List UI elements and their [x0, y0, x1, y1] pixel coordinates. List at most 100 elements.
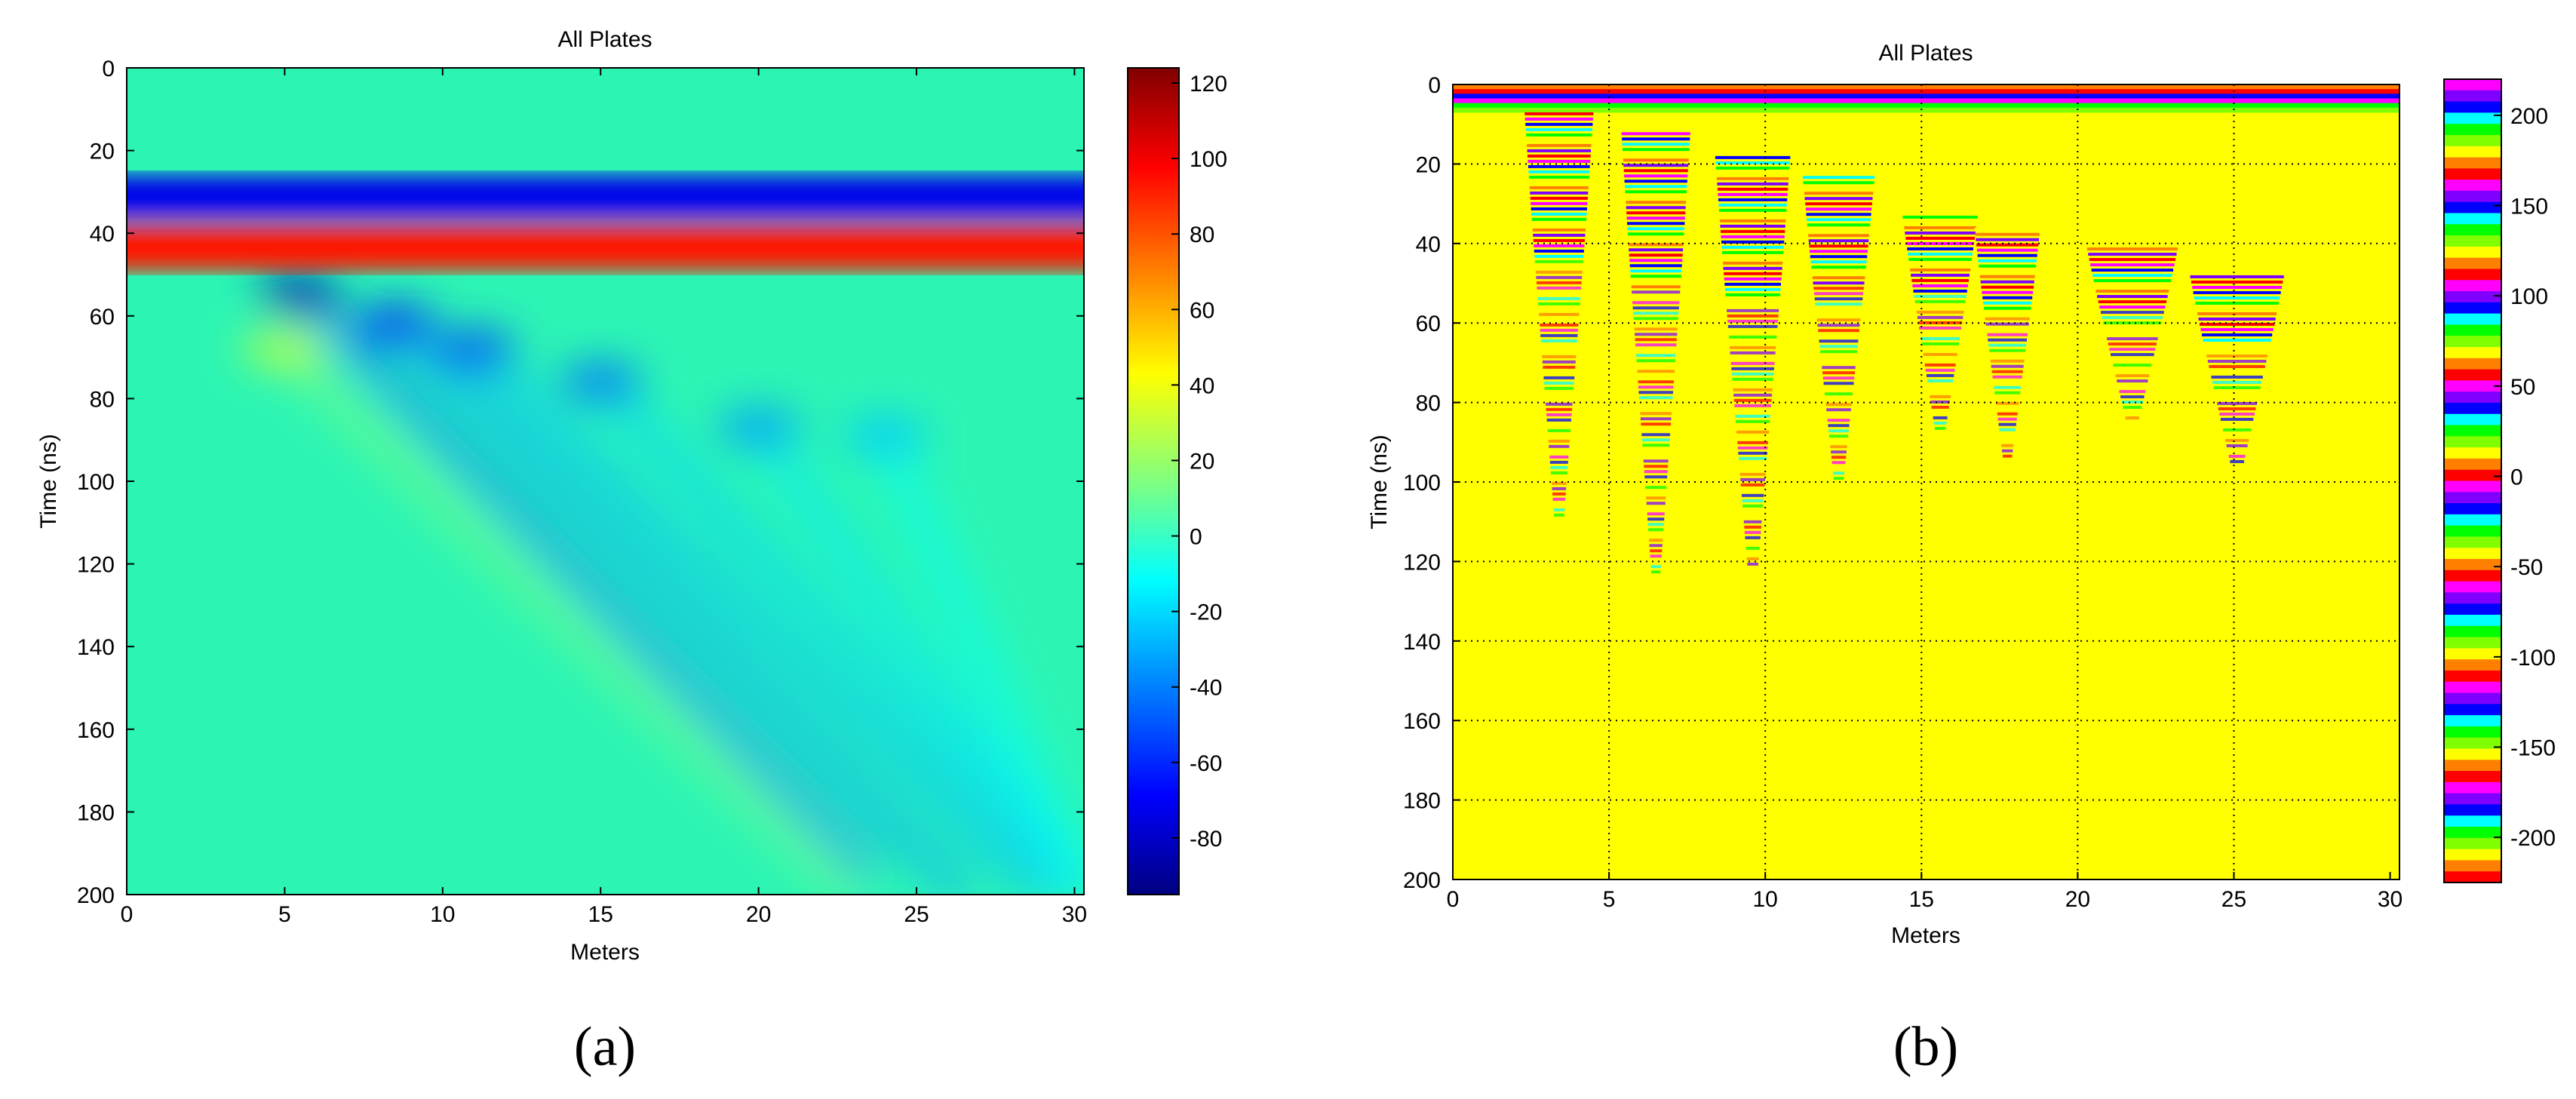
chart-b-ytick-label: 40 — [1416, 232, 1441, 257]
chart-b-diffraction-stripe — [1816, 313, 1862, 317]
chart-a-hyperbola-apex-4 — [717, 410, 800, 444]
chart-b-diffraction-stripe — [2123, 406, 2142, 410]
chart-b-diffraction-stripe — [2001, 444, 2014, 447]
chart-b-colorbar-stripe — [2444, 871, 2501, 883]
chart-b-diffraction-stripe — [2108, 342, 2157, 346]
chart-b-diffraction-stripe — [1903, 220, 1977, 224]
chart-b-diffraction-stripe — [1524, 117, 1593, 121]
chart-b-colorbar-stripe — [2444, 436, 2501, 448]
chart-b-diffraction-stripe — [2091, 269, 2174, 272]
chart-b-diffraction-stripe — [2222, 428, 2252, 431]
chart-b-diffraction-stripe — [1546, 407, 1573, 411]
chart-b-top-band-stripe — [1453, 94, 2399, 99]
chart-b-diffraction-stripe — [1933, 421, 1947, 425]
chart-b-diffraction-stripe — [1536, 275, 1583, 279]
chart-b-colorbar-stripe — [2444, 569, 2501, 582]
chart-b-diffraction-stripe — [1552, 497, 1566, 501]
chart-a-ytick-label: 140 — [77, 635, 115, 660]
chart-b-diffraction-stripe — [1918, 321, 1963, 324]
chart-b-colorbar-stripe — [2444, 157, 2501, 169]
chart-b-grid — [1453, 84, 2399, 880]
chart-b-diffraction-stripe — [1547, 428, 1570, 432]
chart-a-ytick-label: 60 — [90, 305, 115, 330]
chart-b-diffraction-stripe — [2207, 359, 2267, 363]
chart-a-hyperbola-apex-3 — [559, 365, 643, 399]
chart-b-diffraction-stripe — [1625, 190, 1687, 194]
chart-b-colorbar-stripe — [2444, 615, 2501, 627]
chart-b-diffraction-stripe — [1649, 539, 1663, 542]
chart-a-hyperbola-apex-1 — [353, 307, 437, 341]
chart-b-diffraction-stripe — [1803, 181, 1874, 185]
chart-b-diffraction-stripe — [1525, 122, 1593, 126]
chart-b-colorbar-stripe — [2444, 781, 2501, 794]
chart-b-diffraction-stripe — [1631, 280, 1681, 284]
chart-b-colorbar-stripe — [2444, 336, 2501, 348]
chart-b-diffraction-stripe — [1529, 186, 1589, 189]
chart-b-diffraction-stripe — [2002, 454, 2013, 458]
chart-b-diffraction-stripe — [1735, 414, 1770, 418]
chart-b-diffraction-stripe — [2086, 247, 2178, 251]
chart-b-xtick-label: 20 — [2065, 887, 2090, 912]
chart-b-diffraction-stripe — [2093, 279, 2172, 283]
chart-b-diffraction-stripe — [1537, 296, 1581, 300]
chart-b-diffraction-stripe — [1649, 544, 1663, 548]
chart-b-diffraction-stripe — [1818, 329, 1859, 333]
chart-b-colorbar-stripe — [2444, 737, 2501, 749]
chart-b-diffraction-stripe — [1642, 444, 1670, 447]
chart-b-colorbar-label: -200 — [2510, 826, 2556, 851]
chart-b-diffraction-stripe — [1934, 426, 1946, 430]
chart-b-diffraction-stripe — [2102, 316, 2163, 320]
chart-b-diffraction-stripe — [1639, 407, 1672, 410]
chart-b-xtick-label: 0 — [1447, 887, 1460, 912]
chart-b-diffraction-stripe — [1641, 438, 1670, 442]
chart-b-diffraction-stripe — [2230, 459, 2244, 463]
chart-b-colorbar-label: -50 — [2510, 555, 2543, 580]
chart-b-diffraction-stripe — [1998, 422, 2016, 426]
chart-b-diffraction-stripe — [1820, 355, 1857, 359]
chart-b-diffraction-stripe — [2218, 407, 2256, 410]
chart-b-diffraction-stripe — [1995, 401, 2019, 405]
chart-b-diffraction-stripe — [1718, 208, 1787, 212]
chart-b-diffraction-stripe — [1828, 429, 1849, 433]
chart-b-ytick-label: 200 — [1403, 868, 1441, 893]
chart-b-diffraction-stripe — [1808, 239, 1869, 243]
chart-b-diffraction-stripe — [1623, 164, 1689, 167]
chart-b-colorbar-stripe — [2444, 648, 2501, 660]
chart-b-colorbar-stripe — [2444, 280, 2501, 292]
chart-b-diffraction-stripe — [1983, 306, 2031, 310]
chart-b-diffraction-stripe — [2113, 364, 2152, 367]
chart-b-diffraction-stripe — [1916, 310, 1964, 314]
chart-b-diffraction-stripe — [1908, 252, 1973, 256]
chart-b-diffraction-stripe — [1926, 373, 1954, 377]
chart-b-diffraction-stripe — [1544, 386, 1574, 390]
chart-b-diffraction-stripe — [1646, 496, 1666, 500]
chart-b-diffraction-stripe — [1827, 419, 1850, 422]
chart-b-diffraction-stripe — [1549, 460, 1568, 464]
chart-b-diffraction-stripe — [1632, 306, 1679, 310]
chart-b-diffraction-stripe — [1540, 328, 1578, 332]
chart-b-diffraction-stripe — [1977, 253, 2037, 257]
chart-a-colorbar-label: 20 — [1190, 449, 1214, 474]
chart-b-diffraction-stripe — [1929, 389, 1952, 393]
chart-b-diffraction-stripe — [1908, 257, 1973, 261]
chart-b-diffraction-stripe — [1830, 445, 1847, 449]
chart-b-diffraction-stripe — [2202, 333, 2273, 336]
chart-b-diffraction-stripe — [1721, 240, 1785, 244]
chart-b-diffraction-stripe — [1814, 297, 1863, 301]
chart-b-colorbar-stripe — [2444, 112, 2501, 124]
chart-b-diffraction-stripe — [1543, 365, 1576, 369]
chart-b-diffraction-stripe — [1745, 546, 1760, 550]
chart-b-colorbar-stripe — [2444, 369, 2501, 381]
chart-b-diffraction-stripe — [1648, 528, 1664, 532]
chart-b-diffraction-stripe — [1731, 372, 1774, 376]
chart-b-diffraction-stripe — [1983, 301, 2032, 305]
chart-a-colorbar-ticks: 120 100 80 60 40 20 0 -20 -40 -60 -80 — [1171, 72, 1227, 852]
chart-b-diffraction-stripe — [1913, 289, 1967, 293]
chart-b-top-band — [1453, 84, 2399, 113]
chart-b-diffraction-stripe — [1994, 391, 2021, 394]
chart-b-diffraction-stripe — [1997, 417, 2017, 421]
chart-b-diffraction-stripe — [1622, 143, 1690, 146]
chart-b-diffraction-stripe — [1917, 315, 1963, 319]
chart-b-diffraction-stripe — [1550, 465, 1568, 469]
chart-b-diffraction-stripe — [1543, 376, 1575, 379]
